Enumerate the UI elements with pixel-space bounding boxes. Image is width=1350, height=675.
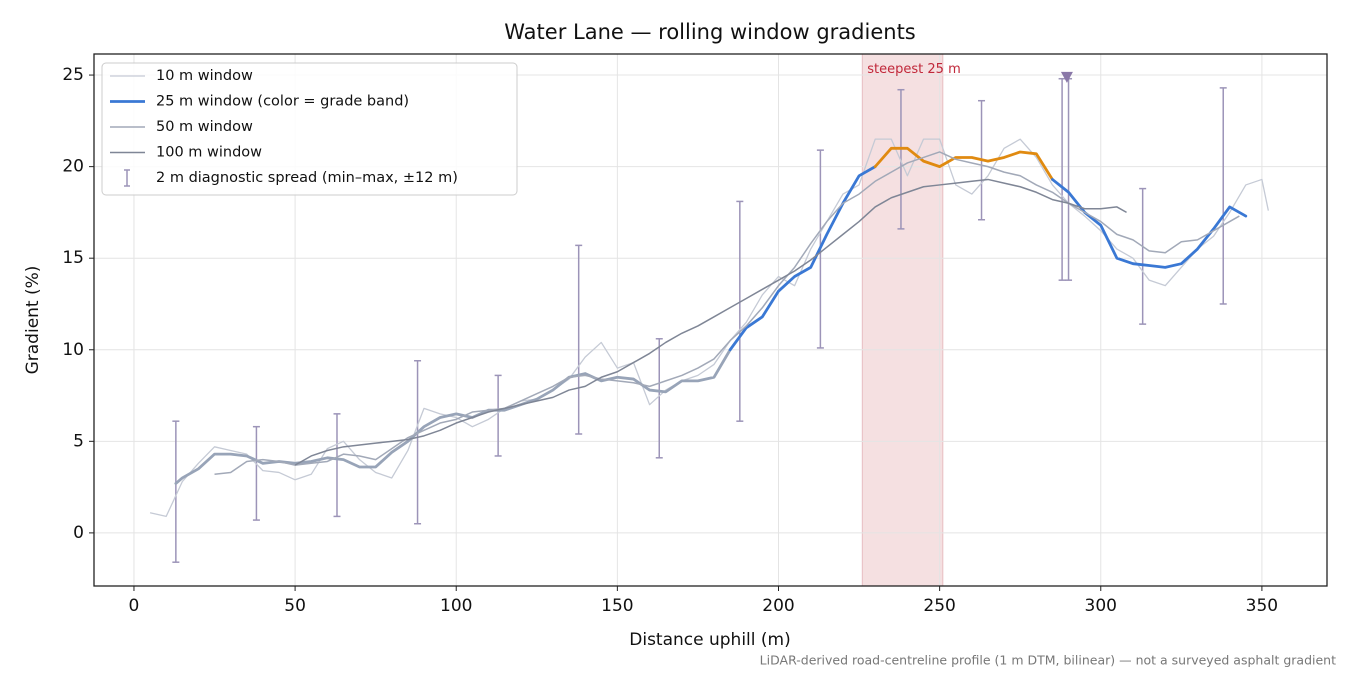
line-series <box>294 178 1127 466</box>
legend-label: 100 m window <box>156 145 262 161</box>
x-tick-label: 0 <box>129 596 140 616</box>
y-tick-label: 5 <box>73 431 84 451</box>
error-bar <box>172 420 180 563</box>
error-bar <box>655 338 663 459</box>
error-bar <box>1139 187 1147 325</box>
error-bar <box>1219 87 1227 305</box>
plot-frame <box>93 53 1328 587</box>
x-tick-label: 100 <box>440 596 472 616</box>
x-tick-label: 150 <box>601 596 633 616</box>
line-series-segment <box>873 146 1054 181</box>
error-bar <box>897 88 905 230</box>
x-tick-label: 200 <box>762 596 794 616</box>
legend-label: 50 m window <box>156 119 253 135</box>
x-tick-label: 350 <box>1246 596 1278 616</box>
error-bar <box>494 374 502 457</box>
line-series-segment <box>728 165 877 352</box>
error-bar <box>333 413 341 518</box>
footnote: LiDAR-derived road-centreline profile (1… <box>760 653 1336 668</box>
peak-marker <box>1060 71 1073 83</box>
y-tick-label: 25 <box>62 65 84 85</box>
y-tick-label: 15 <box>62 248 84 268</box>
error-bar <box>1058 77 1066 281</box>
x-tick-label: 250 <box>923 596 955 616</box>
legend-label: 10 m window <box>156 68 253 84</box>
x-tick-label: 50 <box>284 596 306 616</box>
legend-label: 25 m window (color = grade band) <box>156 94 409 110</box>
y-tick-label: 0 <box>73 523 84 543</box>
x-tick-label: 300 <box>1085 596 1117 616</box>
highlight-span <box>861 53 944 587</box>
y-tick-label: 20 <box>62 157 84 177</box>
error-bar <box>575 244 583 435</box>
error-bar <box>736 200 744 422</box>
y-axis-label: Gradient (%) <box>23 266 43 375</box>
error-bar <box>252 425 260 521</box>
error-bar <box>1065 77 1073 281</box>
line-series-segment <box>1051 178 1248 269</box>
y-tick-label: 10 <box>62 340 84 360</box>
line-series <box>149 138 1269 518</box>
x-axis-label: Distance uphill (m) <box>629 630 790 650</box>
legend-box <box>101 62 518 196</box>
span-label: steepest 25 m <box>867 62 960 77</box>
error-bar <box>414 359 422 525</box>
legend-label: 2 m diagnostic spread (min–max, ±12 m) <box>156 170 458 186</box>
line-series-segment <box>174 348 732 485</box>
line-series <box>214 151 1240 476</box>
chart-title: Water Lane — rolling window gradients <box>504 20 916 44</box>
